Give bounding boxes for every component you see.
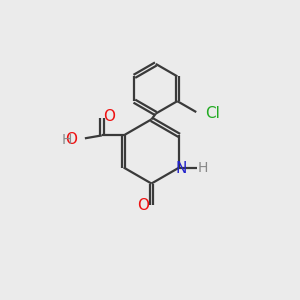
Text: O: O [66,132,78,147]
Text: Cl: Cl [205,106,220,121]
Text: H: H [197,161,208,176]
Text: O: O [103,109,115,124]
Text: O: O [137,199,149,214]
Text: H: H [61,133,72,147]
Text: N: N [175,161,186,176]
